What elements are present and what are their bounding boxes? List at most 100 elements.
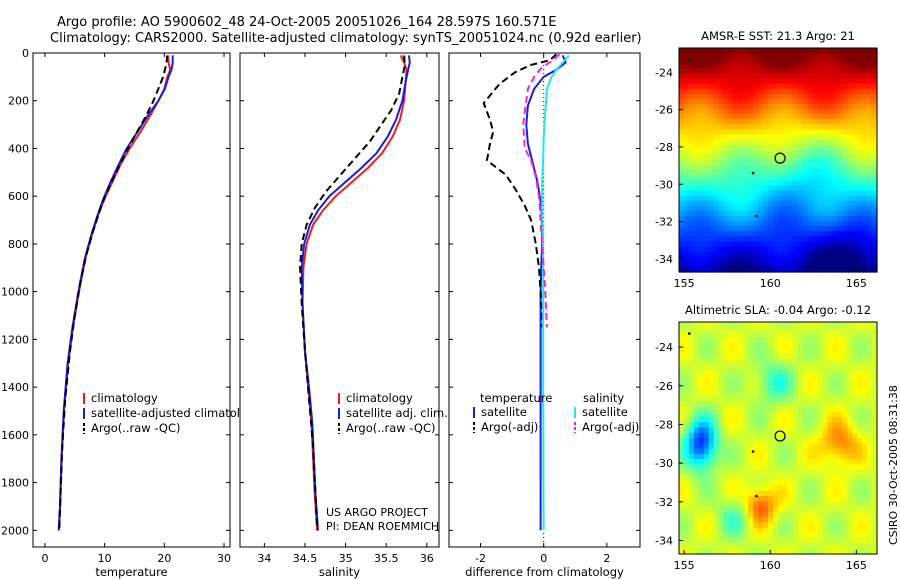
sst-map-cell <box>733 251 739 258</box>
sst-map-cell <box>763 261 769 268</box>
sst-map-cell <box>812 134 819 141</box>
sst-map-cell <box>758 149 764 156</box>
sst-map-cell <box>768 261 774 268</box>
sst-map-cell <box>703 180 710 187</box>
sst-map-cell <box>857 190 863 197</box>
sst-map-cell <box>832 160 838 166</box>
sla-map-cell <box>837 485 843 492</box>
sst-map-cell <box>723 93 730 100</box>
sst-map-cell <box>679 58 685 64</box>
sst-map-cell <box>748 236 754 243</box>
sst-map-cell <box>758 139 764 146</box>
sla-map-cell <box>679 390 685 397</box>
sst-map-cell <box>753 114 759 120</box>
sst-map-cell <box>778 98 784 105</box>
sst-map-cell <box>842 104 848 110</box>
sst-map-cell <box>817 93 824 100</box>
sst-map-cell <box>782 241 789 248</box>
sla-map-cell <box>832 390 838 397</box>
sst-map-cell <box>837 58 843 64</box>
sst-map-cell <box>827 261 834 268</box>
sla-map-cell <box>753 395 759 402</box>
sla-map-cell <box>847 380 853 386</box>
sst-map-cell <box>733 200 739 207</box>
sst-map-cell <box>758 175 764 181</box>
temperature-xlabel: temperature <box>95 565 167 579</box>
sla-map-cell <box>723 501 730 508</box>
sst-map-cell <box>733 256 739 263</box>
sst-map-cell <box>688 93 695 100</box>
sst-map-cell <box>738 134 744 141</box>
sla-map-cell <box>807 490 814 497</box>
sla-map-cell <box>857 422 863 429</box>
sla-map-cell <box>802 406 809 413</box>
sla-map-cell <box>693 506 700 513</box>
sla-map-cell <box>768 390 774 397</box>
sla-map-cell <box>832 501 838 508</box>
sla-map-cell <box>817 532 824 539</box>
sla-map-cell <box>758 459 764 465</box>
sst-map-cell <box>857 236 863 243</box>
sla-map-cell <box>867 496 873 502</box>
sst-map-cell <box>713 53 720 59</box>
sla-map-cell <box>847 532 853 539</box>
sst-map-cell <box>832 139 838 146</box>
sla-map-cell <box>867 369 873 376</box>
sst-map-cell <box>802 180 809 187</box>
sla-map-cell <box>679 517 685 523</box>
sla-map-cell <box>872 390 878 397</box>
sla-map-cell <box>847 322 853 328</box>
sla-map-cell <box>837 522 843 529</box>
sst-map-cell <box>753 205 759 212</box>
sla-map-cell <box>857 443 863 450</box>
sst-map-cell <box>807 78 814 85</box>
sla-map-cell <box>753 416 759 423</box>
sst-map-cell <box>773 216 779 222</box>
sla-map-cell <box>837 527 843 534</box>
sla-map-cell <box>718 522 725 529</box>
sst-map-cell <box>703 236 710 243</box>
sla-map-cell <box>807 485 814 492</box>
sla-map-cell <box>683 496 690 502</box>
sla-map-cell <box>683 443 690 450</box>
sla-map-cell <box>837 358 843 365</box>
sst-map-cell <box>802 175 809 181</box>
sla-map-cell <box>723 374 730 381</box>
sla-map-cell <box>857 480 863 487</box>
sst-map-cell <box>693 216 700 222</box>
figure-title-line2: Climatology: CARS2000. Satellite-adjuste… <box>50 31 642 46</box>
sst-map-cell <box>817 58 824 64</box>
sla-map-cell <box>708 464 715 471</box>
sst-map-cell <box>867 63 873 69</box>
sst-map-cell <box>688 139 695 146</box>
sst-map-cell <box>708 216 715 222</box>
sst-map-cell <box>842 195 848 202</box>
sla-map-cell <box>827 443 834 450</box>
sla-map-cell <box>822 322 829 328</box>
sst-map-cell <box>708 190 715 197</box>
sst-map-cell <box>688 200 695 207</box>
sst-map-cell <box>827 129 834 136</box>
sst-map-cell <box>792 88 799 95</box>
sla-map-cell <box>718 496 725 502</box>
sst-map-cell <box>827 216 834 222</box>
sla-map-cell <box>802 522 809 529</box>
sst-map-cell <box>867 149 873 156</box>
sla-map-cell <box>807 332 814 339</box>
sst-map-cell <box>872 58 878 64</box>
sla-map-cell <box>797 548 804 555</box>
sst-map-cell <box>693 48 700 54</box>
sla-map-cell <box>683 380 690 386</box>
sst-map-cell <box>773 266 779 273</box>
sst-map-cell <box>693 205 700 212</box>
sst-map-cell <box>797 134 804 141</box>
sst-map-cell <box>867 170 873 176</box>
sla-map-cell <box>723 332 730 339</box>
sst-map-cell <box>857 58 863 64</box>
sla-map-cell <box>723 506 730 513</box>
sla-map-cell <box>758 427 764 434</box>
temperature-ytick-label: 1000 <box>1 286 29 299</box>
sst-map-cell <box>698 129 705 136</box>
sla-map-cell <box>867 459 873 465</box>
